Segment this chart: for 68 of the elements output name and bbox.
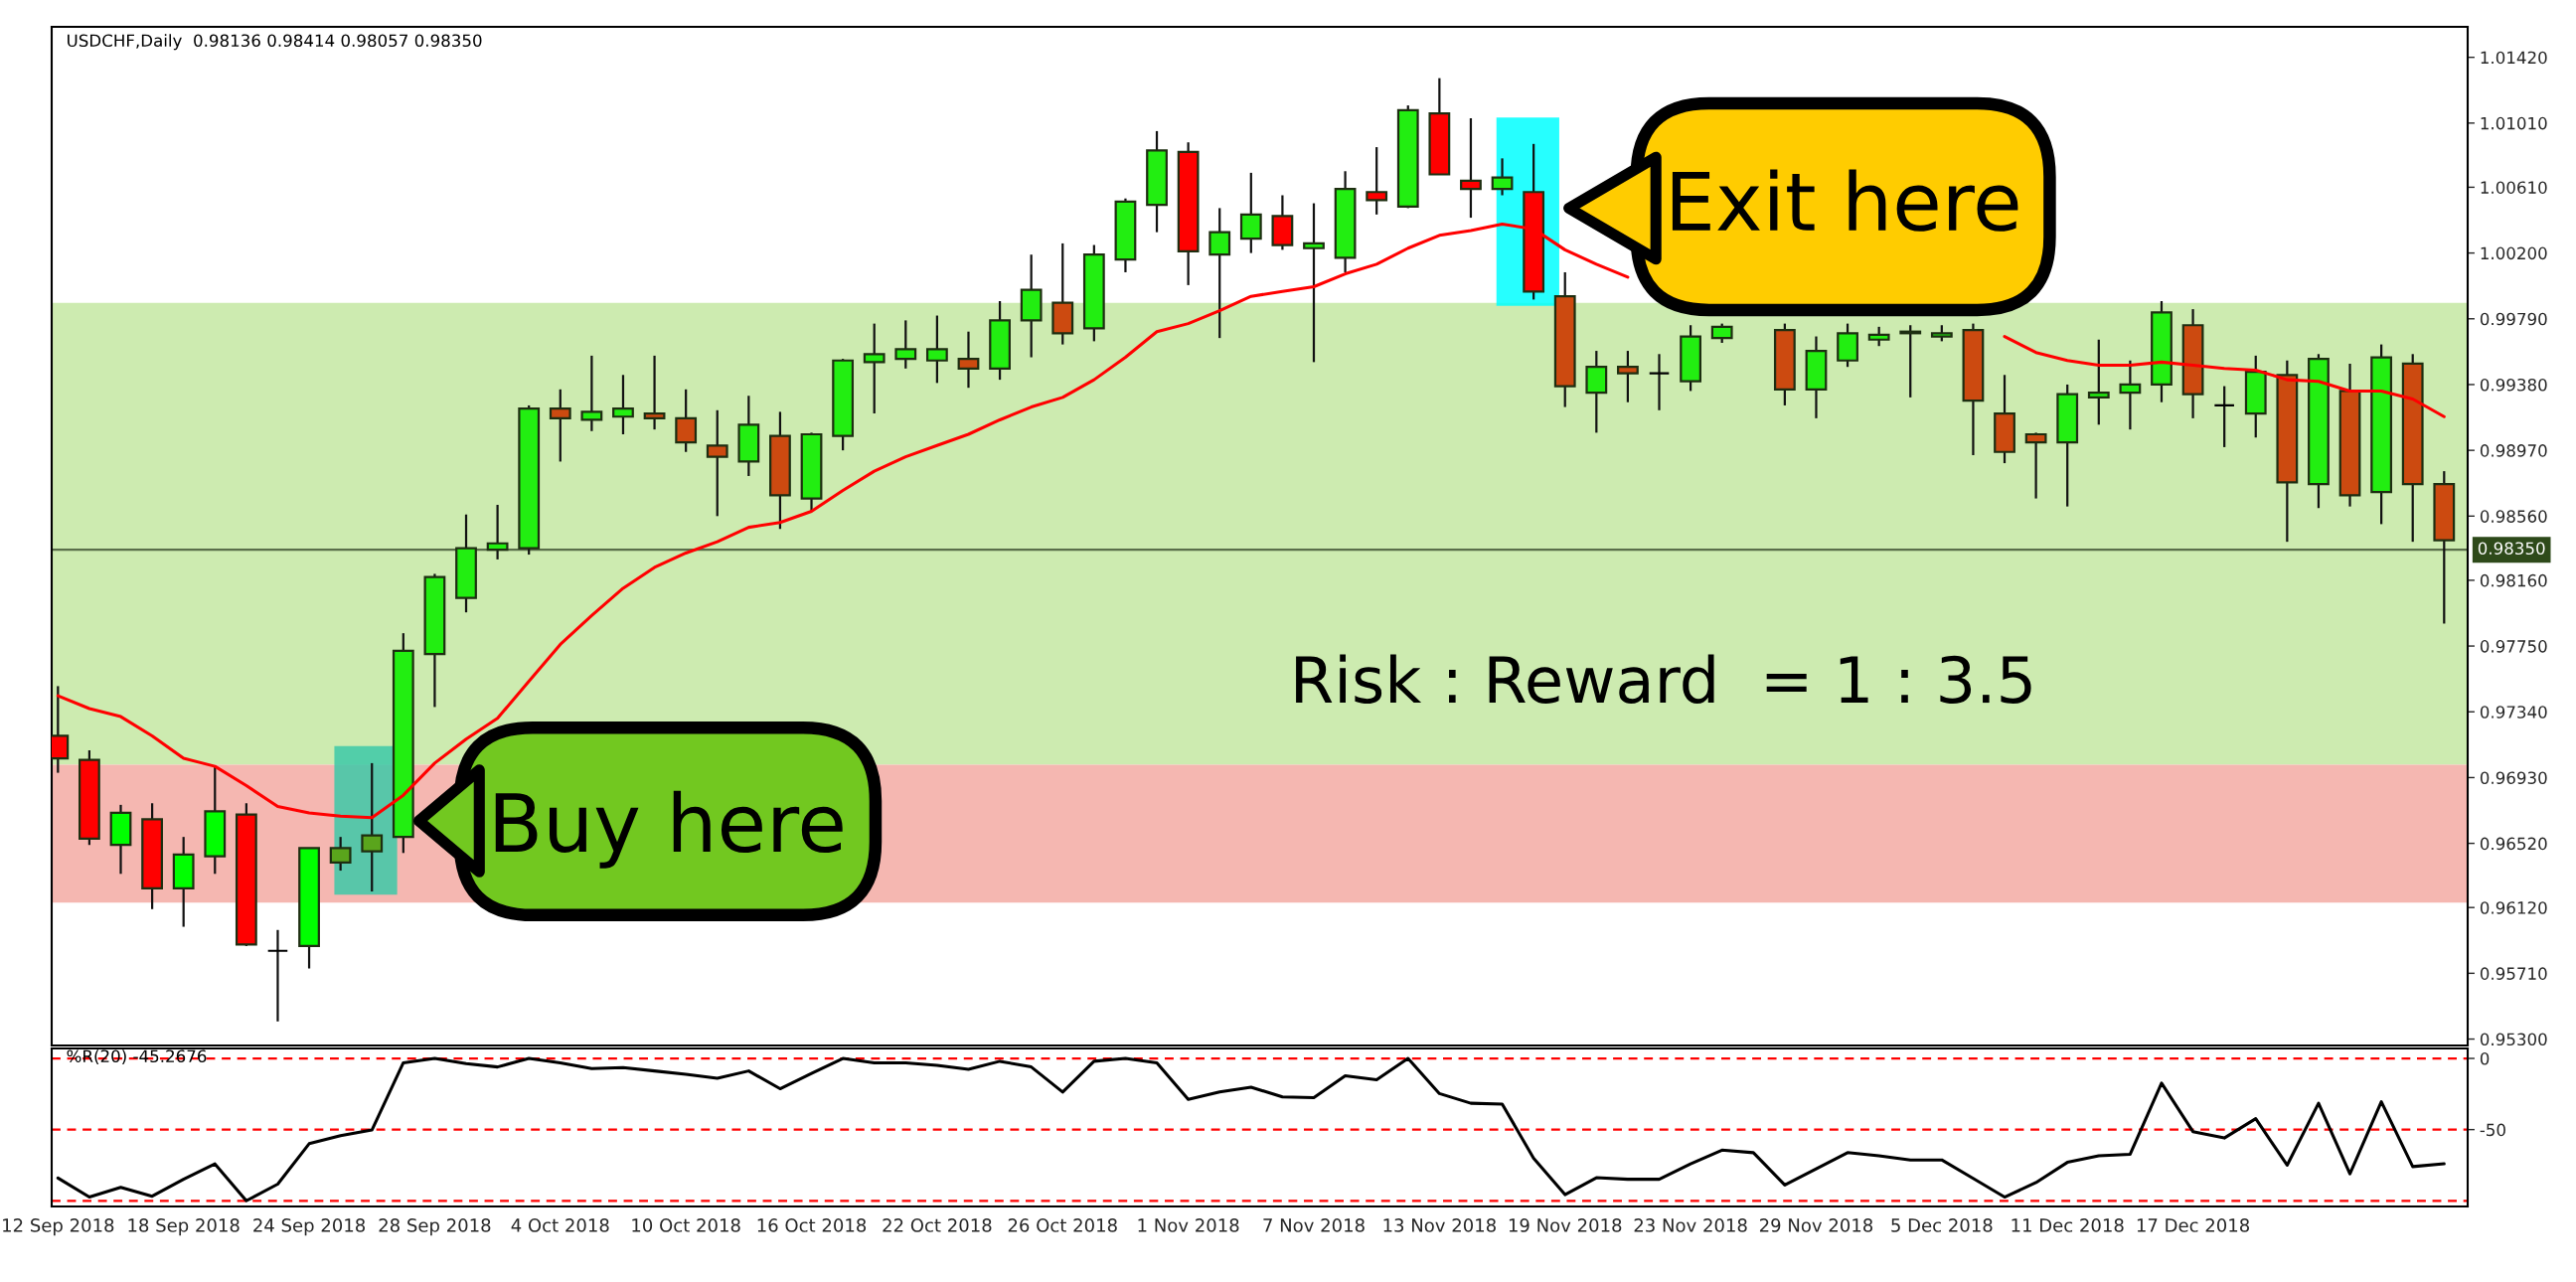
candlestick [2213, 385, 2236, 449]
y-tick-label: 0.96120 [2480, 901, 2547, 914]
y-tick-label: 0.97750 [2480, 640, 2547, 653]
candlestick [329, 836, 352, 873]
ref-line-label: 0.98350 [2478, 542, 2545, 556]
candlestick [1303, 202, 1325, 364]
x-tick-label: 12 Sep 2018 [3, 1218, 114, 1236]
candlestick [486, 503, 509, 561]
y-tick-label: 0.98160 [2480, 573, 2547, 587]
candlestick [925, 314, 948, 385]
y-tick-label: 0.96930 [2480, 771, 2547, 784]
x-tick-label: 11 Dec 2018 [2012, 1218, 2124, 1232]
candlestick [1460, 116, 1482, 220]
candlestick [580, 354, 603, 432]
candlestick [2087, 338, 2110, 426]
candlestick [863, 322, 886, 415]
y-tick-label: 0.99790 [2480, 312, 2547, 326]
candlestick [1366, 145, 1388, 216]
y-tick-label: 1.00200 [2481, 246, 2547, 260]
x-tick-label: 5 Dec 2018 [1891, 1218, 1993, 1232]
candlestick [2024, 431, 2047, 500]
x-tick-label: 1 Nov 2018 [1138, 1218, 1239, 1232]
y-tick-label: -50 [2480, 1123, 2505, 1137]
x-tick-label: 26 Oct 2018 [1008, 1218, 1117, 1232]
candlestick [1208, 207, 1231, 340]
x-tick-label: 16 Oct 2018 [757, 1218, 867, 1232]
candlestick [643, 354, 666, 431]
candlestick [266, 928, 289, 1023]
y-tick-label: 0.98560 [2480, 510, 2547, 523]
x-tick-label: 4 Oct 2018 [511, 1218, 609, 1232]
candlestick [957, 330, 980, 390]
y-tick-label: 1.01010 [2481, 116, 2547, 130]
x-tick-label: 17 Dec 2018 [2137, 1218, 2250, 1232]
y-tick-label: 0.95300 [2480, 1033, 2547, 1046]
x-tick-label: 10 Oct 2018 [632, 1218, 740, 1232]
y-tick-label: 0.96520 [2480, 837, 2547, 851]
candlestick [1491, 157, 1514, 197]
candlestick [1710, 322, 1733, 345]
annotation: Buy here [495, 790, 843, 869]
x-tick-label: 28 Sep 2018 [379, 1218, 491, 1236]
chart-title: USDCHF,Daily 0.98136 0.98414 0.98057 0.98350 [68, 34, 482, 51]
x-tick-label: 24 Sep 2018 [253, 1218, 366, 1236]
y-tick-label: 0.97340 [2480, 706, 2547, 719]
annotation: Exit here [1672, 169, 2018, 232]
y-tick-label: 0 [2480, 1051, 2490, 1065]
y-tick-label: 1.00610 [2481, 181, 2547, 194]
candlestick [549, 388, 571, 463]
annotation: Risk : Reward = 1 : 3.5 [1296, 654, 2031, 704]
x-tick-label: 7 Nov 2018 [1263, 1218, 1365, 1232]
x-tick-label: 29 Nov 2018 [1759, 1218, 1873, 1232]
candlestick [612, 374, 634, 436]
x-tick-label: 22 Oct 2018 [883, 1218, 992, 1232]
candlestick [1867, 325, 1890, 348]
candlestick [361, 761, 384, 893]
x-tick-label: 23 Nov 2018 [1634, 1218, 1747, 1232]
x-tick-label: 18 Sep 2018 [128, 1218, 240, 1236]
y-tick-label: 0.98970 [2480, 444, 2547, 457]
y-tick-label: 1.01420 [2481, 51, 2547, 65]
candlestick [1617, 349, 1639, 403]
y-tick-label: 0.95710 [2480, 967, 2547, 980]
x-tick-label: 13 Nov 2018 [1383, 1218, 1496, 1232]
chart-title: %R(20) -45.2676 [67, 1049, 207, 1064]
candlestick [706, 408, 728, 518]
candlestick [2119, 359, 2142, 431]
x-tick-label: 19 Nov 2018 [1509, 1218, 1622, 1232]
y-tick-label: 0.99380 [2480, 378, 2547, 392]
candlestick [1648, 353, 1671, 411]
candlestick [894, 319, 917, 370]
